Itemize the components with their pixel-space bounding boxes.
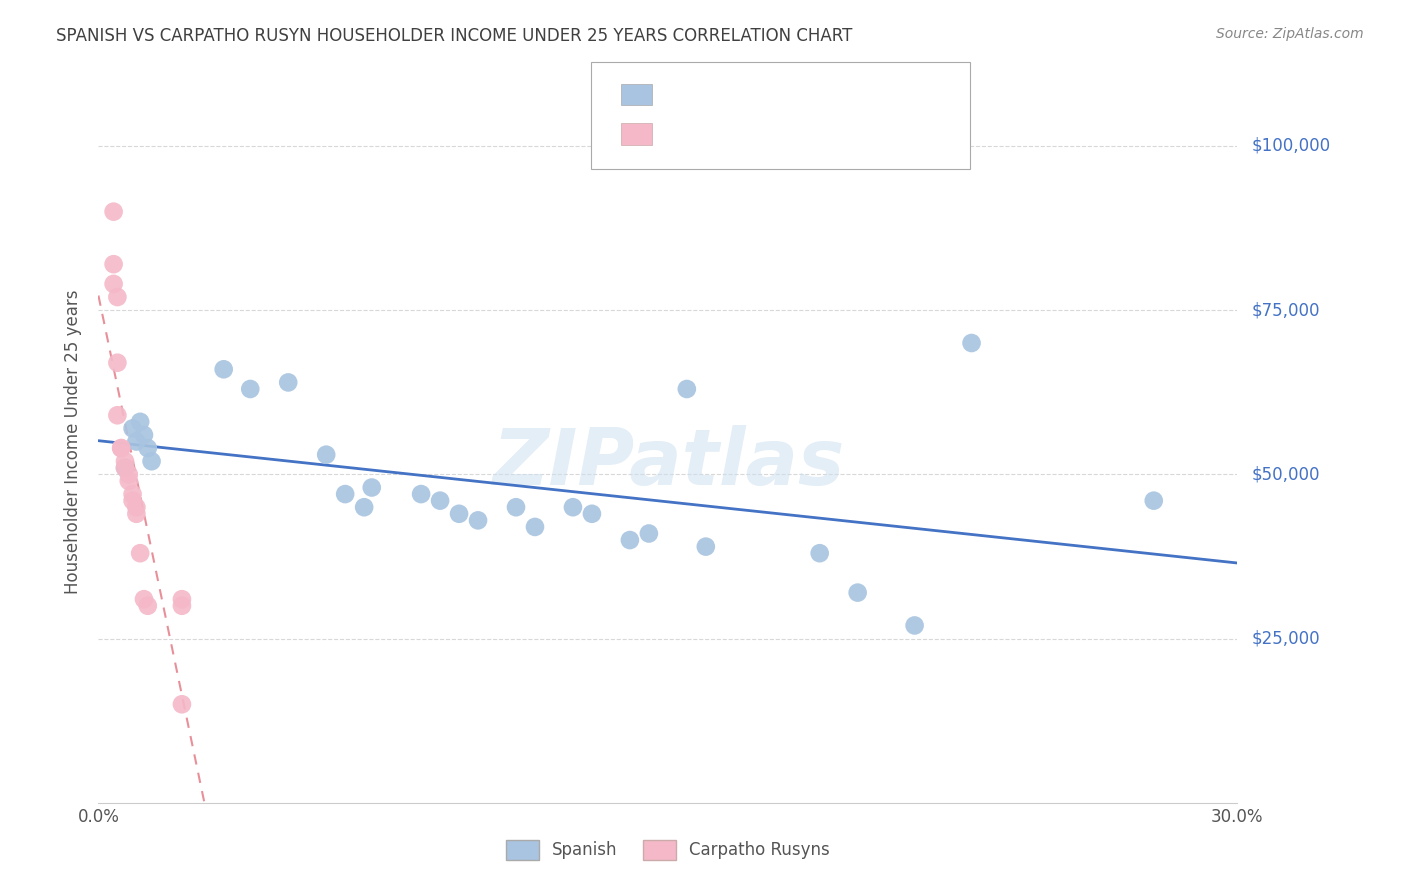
Point xyxy=(277,376,299,390)
Point xyxy=(110,441,132,455)
Point xyxy=(960,336,983,351)
Point xyxy=(136,441,159,455)
Point xyxy=(638,526,661,541)
Point xyxy=(125,434,148,449)
Point xyxy=(132,428,155,442)
Point xyxy=(125,500,148,515)
Text: ZIPatlas: ZIPatlas xyxy=(492,425,844,501)
Text: $100,000: $100,000 xyxy=(1251,137,1330,155)
Point xyxy=(107,409,129,423)
Point xyxy=(353,500,375,515)
Point xyxy=(107,356,129,370)
Point xyxy=(114,460,136,475)
Point xyxy=(170,599,193,613)
Text: $25,000: $25,000 xyxy=(1251,630,1320,648)
Text: R =  0.023   N = 22: R = 0.023 N = 22 xyxy=(666,123,842,141)
Point xyxy=(562,500,585,515)
Point xyxy=(619,533,641,547)
Point xyxy=(103,277,125,291)
Point xyxy=(107,290,129,304)
Point xyxy=(315,448,337,462)
Point xyxy=(110,441,132,455)
Point xyxy=(129,546,152,560)
Point xyxy=(129,415,152,429)
Point xyxy=(676,382,699,396)
Point xyxy=(846,585,869,599)
Point xyxy=(125,507,148,521)
Point xyxy=(170,698,193,712)
Point xyxy=(467,513,489,527)
Point xyxy=(335,487,357,501)
Point xyxy=(904,618,927,632)
Point xyxy=(121,493,143,508)
Legend: Spanish, Carpatho Rusyns: Spanish, Carpatho Rusyns xyxy=(499,833,837,867)
Point xyxy=(114,454,136,468)
Point xyxy=(132,592,155,607)
Point xyxy=(360,481,382,495)
Point xyxy=(581,507,603,521)
Point xyxy=(121,421,143,435)
Point xyxy=(103,204,125,219)
Text: R = -0.095   N = 27: R = -0.095 N = 27 xyxy=(666,84,844,102)
Point xyxy=(505,500,527,515)
Point xyxy=(118,467,141,482)
Point xyxy=(103,257,125,271)
Point xyxy=(239,382,262,396)
Point xyxy=(695,540,717,554)
Y-axis label: Householder Income Under 25 years: Householder Income Under 25 years xyxy=(65,289,83,594)
Point xyxy=(136,599,159,613)
Point xyxy=(449,507,471,521)
Text: $75,000: $75,000 xyxy=(1251,301,1320,319)
Point xyxy=(411,487,433,501)
Point xyxy=(212,362,235,376)
Point xyxy=(524,520,547,534)
Text: Source: ZipAtlas.com: Source: ZipAtlas.com xyxy=(1216,27,1364,41)
Text: $50,000: $50,000 xyxy=(1251,466,1320,483)
Point xyxy=(170,592,193,607)
Point xyxy=(429,493,451,508)
Point xyxy=(808,546,831,560)
Point xyxy=(121,487,143,501)
Point xyxy=(118,474,141,488)
Point xyxy=(114,460,136,475)
Point xyxy=(141,454,163,468)
Point xyxy=(1143,493,1166,508)
Text: SPANISH VS CARPATHO RUSYN HOUSEHOLDER INCOME UNDER 25 YEARS CORRELATION CHART: SPANISH VS CARPATHO RUSYN HOUSEHOLDER IN… xyxy=(56,27,852,45)
